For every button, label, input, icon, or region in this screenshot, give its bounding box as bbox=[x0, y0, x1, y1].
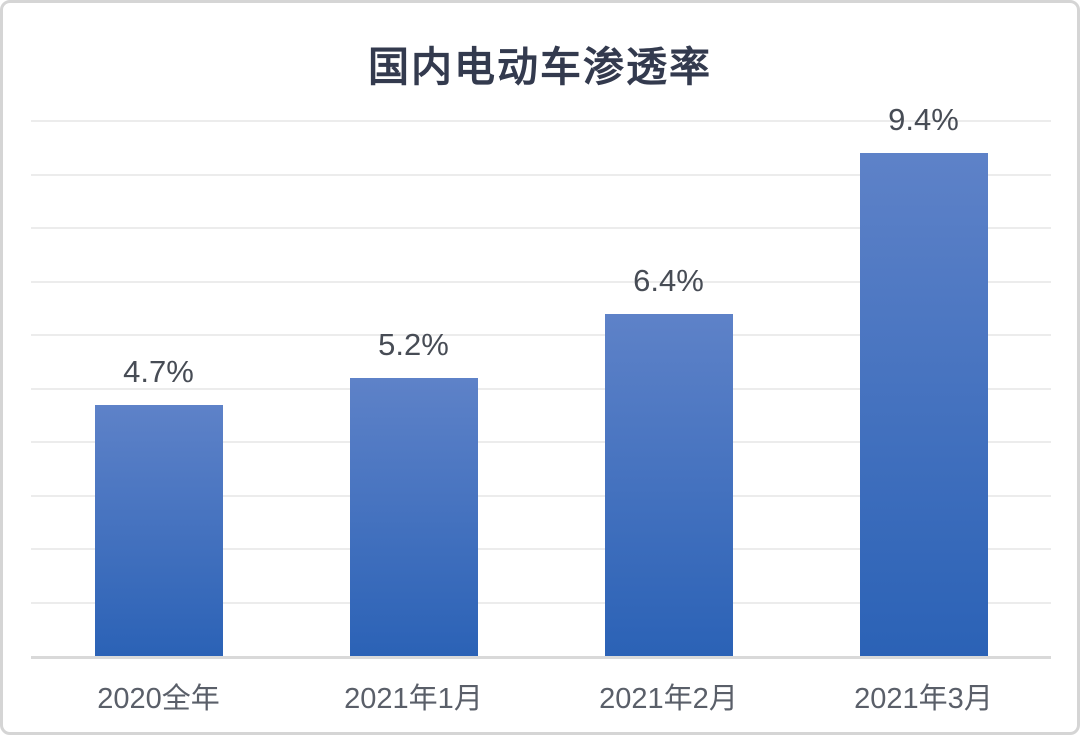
bar-value-label: 6.4% bbox=[633, 262, 704, 298]
x-axis-label: 2021年2月 bbox=[599, 683, 738, 715]
gridline bbox=[31, 601, 1051, 604]
bar-column: 5.2% bbox=[286, 121, 541, 656]
x-axis-label: 2021年3月 bbox=[854, 683, 993, 715]
bar bbox=[94, 404, 223, 656]
bar-value-label: 9.4% bbox=[888, 102, 959, 138]
bar bbox=[604, 313, 733, 656]
x-axis-label: 2020全年 bbox=[97, 683, 220, 715]
bar-column: 4.7% bbox=[31, 121, 286, 656]
gridline bbox=[31, 280, 1051, 283]
bars-row: 4.7% 5.2% 6.4% 9.4% bbox=[31, 102, 1051, 656]
plot-area: 4.7% 5.2% 6.4% 9.4% bbox=[31, 102, 1051, 659]
gridline bbox=[31, 173, 1051, 176]
bar-column: 9.4% bbox=[796, 102, 1051, 656]
chart-title: 国内电动车渗透率 bbox=[368, 44, 712, 90]
bar bbox=[859, 153, 988, 656]
gridline bbox=[31, 441, 1051, 443]
x-axis-label: 2021年1月 bbox=[344, 683, 483, 715]
bar-column: 6.4% bbox=[541, 121, 796, 656]
gridline bbox=[31, 387, 1051, 390]
gridline bbox=[31, 334, 1051, 336]
gridline bbox=[31, 494, 1051, 497]
x-axis-labels: 2020全年 2021年1月 2021年2月 2021年3月 bbox=[31, 675, 1051, 717]
gridline bbox=[31, 120, 1051, 122]
bar-value-label: 5.2% bbox=[378, 326, 449, 362]
bar bbox=[349, 377, 478, 656]
bar-value-label: 4.7% bbox=[123, 353, 194, 389]
gridline bbox=[31, 227, 1051, 229]
gridline bbox=[31, 548, 1051, 550]
